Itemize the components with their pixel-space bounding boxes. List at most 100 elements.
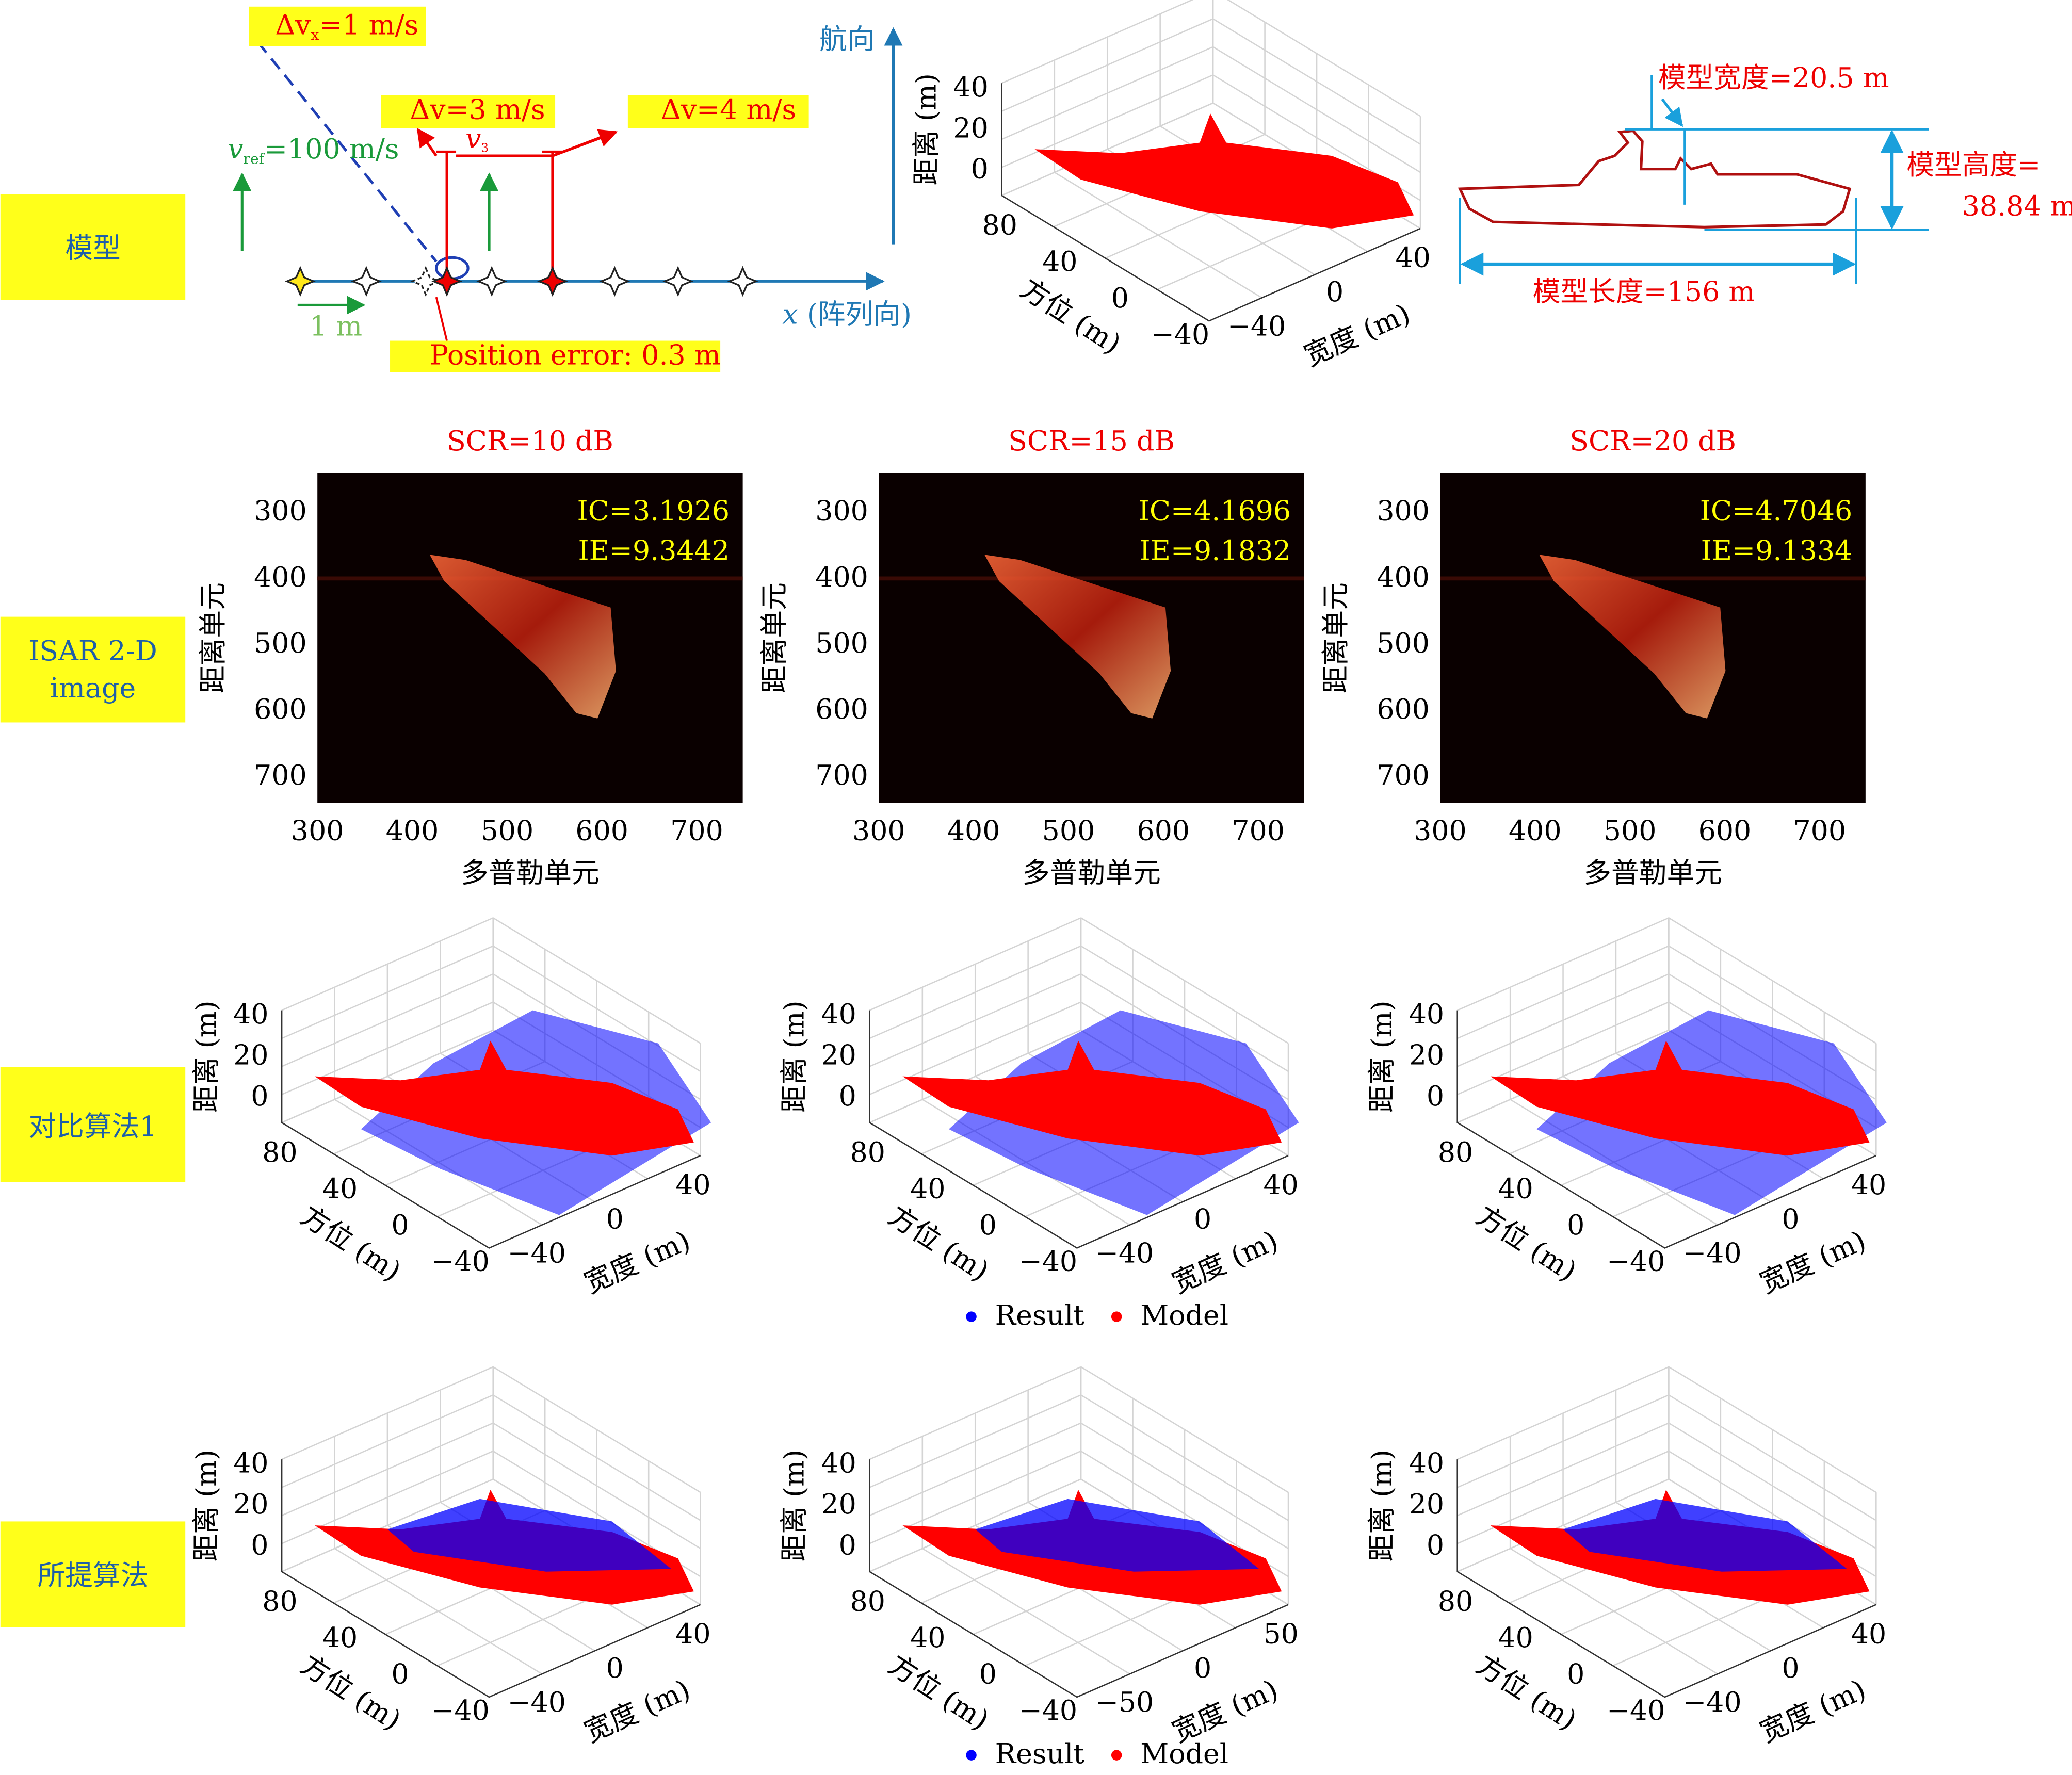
z-tick-label: 40 [1409,998,1444,1030]
grid-line [1212,18,1421,145]
azimuth-tick-label: −40 [1607,1245,1665,1278]
legend-label: Result [995,1737,1085,1770]
ic-label: IC=3.1926 [577,495,730,527]
annotation-part: =1 m/s [319,9,418,41]
azimuth-tick-label: 0 [1567,1658,1584,1690]
azimuth-tick-label: 40 [910,1621,945,1654]
isar-panel: SCR=15 dB IC=4.1696 IE=9.1832 300 400 500 600 7… [758,425,1304,889]
azimuth-tick-label: 0 [979,1209,997,1241]
ic-label: IC=4.7046 [1700,495,1852,527]
grid-line [1457,917,1669,1011]
z-tick-label: 0 [251,1080,268,1112]
width-tick-label: 0 [1782,1652,1799,1684]
azimuth-axis-label: 方位 (m) [1015,272,1127,360]
y-tick-label: 300 [254,495,307,527]
dimension-label: 模型宽度=20.5 m [1658,61,1889,94]
panel-title: SCR=15 dB [1008,425,1175,457]
annotation-part: x [782,298,798,330]
z-axis-label: 距离 (m) [778,1450,810,1562]
z-tick-label: 40 [821,1447,856,1479]
annotation-part: =100 m/s [264,133,399,165]
panel-title: SCR=20 dB [1569,425,1736,457]
y-tick-label: 600 [815,693,868,725]
annotation: 1 m [310,310,362,342]
grid-line [1668,1422,1876,1550]
dimension-label: 模型高度= [1906,149,2041,181]
legend-label: Model [1140,1299,1228,1331]
isar-panel: SCR=20 dB IC=4.7046 IE=9.1334 300 400 500 600 7… [1319,425,1866,889]
grid-line [281,1366,494,1460]
width-axis-label: 宽度 (m) [1755,1224,1870,1299]
y-tick-label: 300 [815,495,868,527]
y-tick-label: 500 [254,627,307,659]
axis-line [1456,1459,1876,1698]
dimension-lines [1459,75,1929,284]
grid-line [869,973,1081,1067]
grid-line [1668,1394,1876,1521]
grid-line [1457,1366,1669,1460]
x-tick-label: 300 [852,814,905,846]
width-tick-label: −40 [1683,1686,1741,1718]
x-axis-label: 多普勒单元 [1022,856,1161,889]
grid-line [493,1394,701,1521]
legend-label: Result [995,1299,1085,1331]
z-tick-label: 20 [821,1488,856,1520]
plot-3d: 0 20 40 80 40 0 −40 −40 0 40 距离 (m) 方位 (m) 宽度 (m) [190,1366,711,1749]
x-tick-label: 300 [1414,814,1467,846]
z-tick-label: 40 [953,71,988,103]
z-tick-label: 0 [1427,1080,1444,1112]
grid-line [1668,917,1876,1044]
label-box [0,1067,186,1182]
dimension-label: 38.84 m [1962,189,2072,222]
azimuth-tick-label: 40 [1498,1621,1533,1654]
width-tick-label: −40 [507,1237,565,1269]
z-axis-label: 距离 (m) [1366,1450,1398,1562]
z-tick-label: 20 [821,1039,856,1071]
velocity-error-lines [436,131,616,271]
y-axis-label: 距离单元 [197,582,229,693]
plot-3d: 0 20 40 80 40 0 −40 −40 0 40 距离 (m) 方位 (m) 宽度 (m) [1366,917,1887,1299]
error-ellipse [435,256,470,280]
azimuth-tick-label: −40 [431,1694,489,1727]
axis-line [1456,1010,1876,1249]
z-axis-label: 距离 (m) [190,1000,222,1113]
grid-line [1080,917,1289,1044]
grid-line [1227,0,1421,117]
grid-line [1457,973,1669,1067]
z-tick-label: 20 [953,111,988,144]
azimuth-tick-label: 80 [1438,1585,1473,1618]
width-tick-label: 40 [675,1168,710,1201]
annotation-box [390,340,721,372]
azimuth-tick-label: 40 [910,1173,945,1205]
azimuth-axis-label: 方位 (m) [883,1648,995,1736]
label-box [0,1521,186,1627]
legend-marker [966,1750,977,1761]
y-tick-label: 700 [1377,759,1430,791]
annotation-part: v [228,133,243,165]
z-tick-label: 40 [233,1447,268,1479]
width-axis-label: 宽度 (m) [1299,297,1415,372]
model-region [1490,1040,1870,1156]
z-axis-label: 距离 (m) [190,1450,222,1562]
azimuth-tick-label: 40 [1498,1173,1533,1205]
label-box [0,194,186,300]
axis-line [281,1459,701,1698]
axis-line [869,1459,1289,1698]
isar-target [429,555,616,719]
annotation-sub: ref [243,150,265,167]
azimuth-axis-label: 方位 (m) [883,1199,995,1288]
grid-line [869,945,1081,1039]
width-tick-label: 40 [675,1617,710,1650]
annotation-box [249,6,426,46]
azimuth-tick-label: 0 [1111,282,1129,314]
leader-line [435,297,448,341]
width-tick-label: 40 [1263,1168,1298,1201]
width-tick-label: −40 [507,1686,565,1718]
x-tick-label: 700 [1793,814,1846,846]
width-tick-label: 0 [1782,1202,1799,1235]
z-tick-label: 40 [233,998,268,1030]
model-region [315,1040,694,1156]
result-region [1563,1499,1848,1572]
y-tick-label: 500 [815,627,868,659]
